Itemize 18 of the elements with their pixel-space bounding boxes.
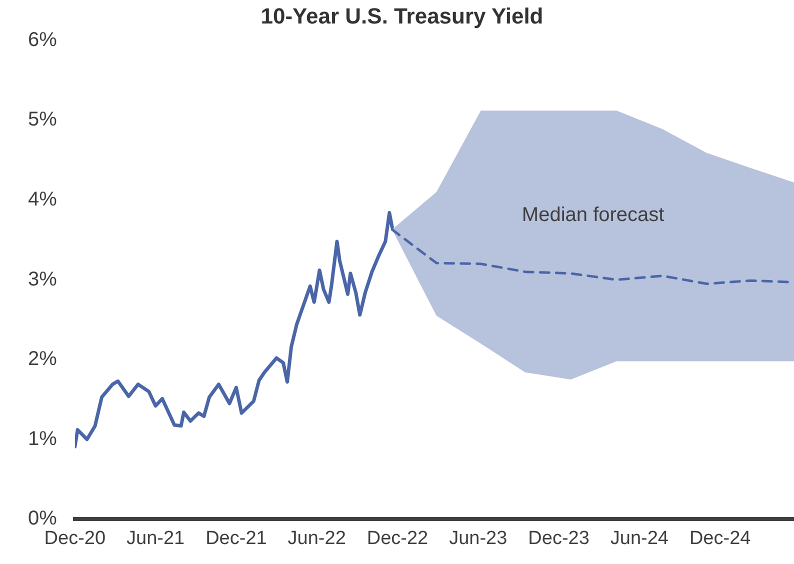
x-tick-label: Dec-24 xyxy=(689,528,752,549)
y-tick-label: 2% xyxy=(28,348,58,370)
x-tick-label: Jun-23 xyxy=(449,528,508,549)
x-tick-label: Jun-24 xyxy=(610,528,669,549)
x-tick-label: Jun-22 xyxy=(288,528,346,549)
y-tick-label: 4% xyxy=(28,188,58,211)
y-tick-label: 5% xyxy=(28,108,58,131)
y-tick-label: 1% xyxy=(28,428,58,450)
y-tick-label: 0% xyxy=(28,508,58,530)
y-tick-label: 6% xyxy=(28,28,58,51)
x-tick-label: Dec-20 xyxy=(44,528,106,549)
y-tick-label: 3% xyxy=(28,268,58,290)
x-tick-label: Jun-21 xyxy=(126,528,185,549)
x-tick-label: Dec-22 xyxy=(366,528,428,549)
x-tick-label: Dec-21 xyxy=(206,528,267,549)
text: Median forecast xyxy=(522,204,665,226)
x-tick-label: Dec-23 xyxy=(528,528,590,549)
chart-title: 10-Year U.S. Treasury Yield xyxy=(260,3,544,28)
